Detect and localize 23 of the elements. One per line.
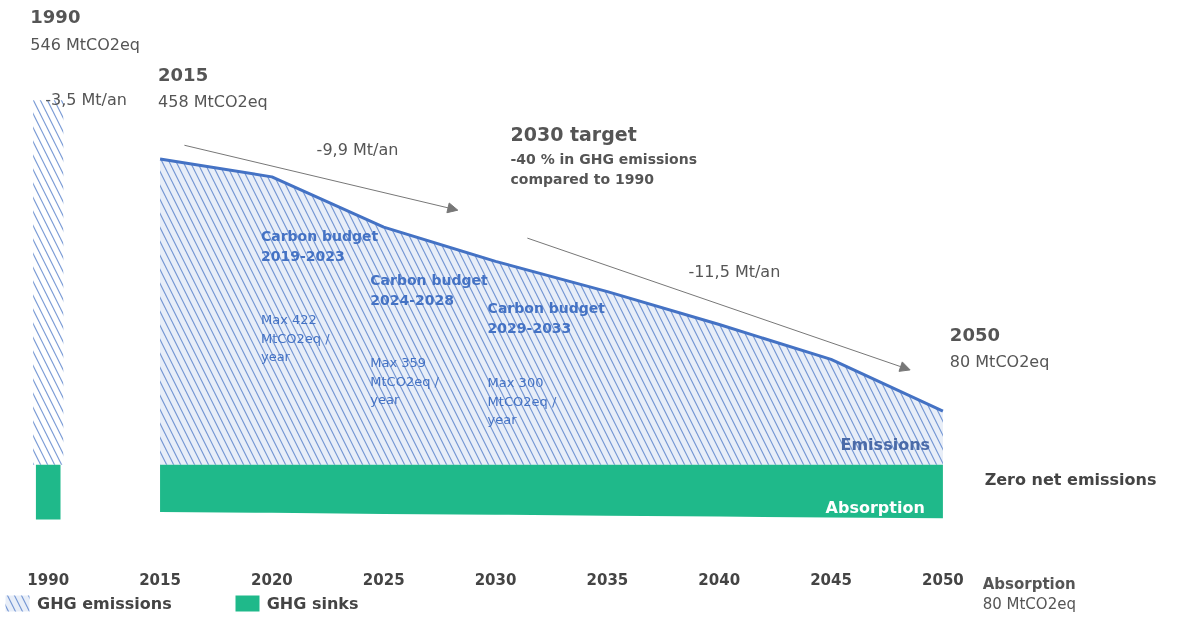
legend-label: GHG emissions	[37, 593, 172, 613]
annotation: 2030 target -40 % in GHG emissions compared to 1990	[510, 123, 698, 188]
annotation: 2015 458 MtCO2eq	[158, 64, 268, 112]
x-tick-label: 2030	[474, 570, 517, 589]
annotation: -9,9 Mt/an	[316, 140, 399, 160]
x-tick-label: 1990	[27, 570, 70, 589]
annotation: Absorption	[825, 497, 925, 517]
x-tick-label: 2050	[922, 570, 964, 589]
x-tick-label: 2035	[586, 570, 629, 589]
x-tick-label: 2015	[139, 570, 181, 589]
annotation: -3,5 Mt/an	[45, 90, 127, 110]
x-tick-label: 2020	[251, 570, 293, 589]
annotation: 2050 80 MtCO2eq	[949, 324, 1050, 372]
legend-label: GHG sinks	[266, 593, 359, 613]
annotation: 1990 546 MtCO2eq	[30, 6, 140, 55]
x-tick-label: 2025	[362, 570, 405, 589]
text: Carbon budget 2029-2033 Max 300 MtCO2eq / year	[487, 300, 605, 428]
text: Absorption 80 MtCO2eq	[982, 574, 1076, 613]
annotation: Zero net emissions	[984, 469, 1157, 489]
x-tick-label: 2045	[810, 570, 852, 589]
x-tick-label: 2040	[698, 570, 741, 589]
annotation: Emissions	[840, 434, 931, 454]
annotation: -11,5 Mt/an	[688, 262, 781, 282]
